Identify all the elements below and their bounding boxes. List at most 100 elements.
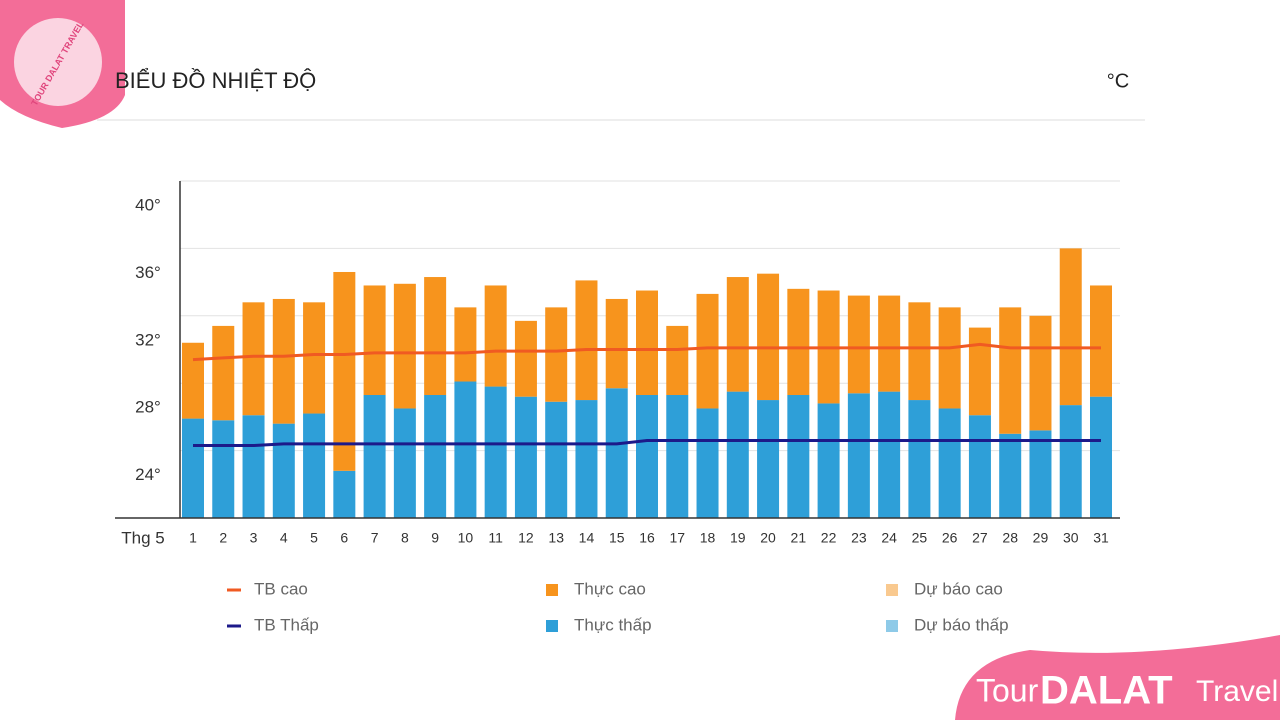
bar <box>757 273 780 401</box>
x-tick-label: 2 <box>219 530 227 546</box>
bar <box>938 408 961 518</box>
legend-label: Dự báo cao <box>914 579 1003 598</box>
x-tick-label: 21 <box>791 530 807 546</box>
bar <box>514 320 537 397</box>
x-tick-label: 7 <box>371 530 379 546</box>
bar <box>424 277 447 395</box>
bar <box>787 394 810 518</box>
bar <box>575 400 598 518</box>
bar <box>272 298 295 424</box>
bar <box>938 307 961 409</box>
legend-marker <box>546 584 558 596</box>
x-tick-label: 18 <box>700 530 716 546</box>
bar <box>393 408 416 518</box>
bar <box>968 327 991 416</box>
bar <box>484 386 507 518</box>
line <box>192 342 1101 362</box>
y-tick-label: 24° <box>135 465 161 484</box>
bar <box>999 307 1022 434</box>
x-tick-label: 11 <box>488 530 503 546</box>
bar <box>908 302 931 401</box>
bar <box>878 295 901 392</box>
plot: 24°28°32°36°40°1 2 3 4 5 6 7 8 9 10 11 12 13 14 15 16 17… <box>115 180 1120 634</box>
legend-label: Thực thấp <box>574 615 652 634</box>
bar <box>817 403 840 518</box>
x-tick-label: 24 <box>881 530 897 546</box>
bar <box>272 423 295 518</box>
x-tick-label: 23 <box>851 530 867 546</box>
bar <box>605 388 628 518</box>
legend-label: TB Thấp <box>254 615 319 634</box>
x-tick-label: 8 <box>401 530 409 546</box>
bar <box>242 415 265 518</box>
y-tick-label: 32° <box>135 330 161 349</box>
legend-marker <box>886 620 898 632</box>
brand-shape <box>955 635 1280 720</box>
bar <box>303 302 326 414</box>
x-tick-label: 16 <box>639 530 655 546</box>
line <box>193 438 1101 448</box>
bar <box>605 298 628 389</box>
bar <box>787 288 810 395</box>
y-tick-label: 36° <box>135 263 161 282</box>
bar <box>726 277 749 392</box>
bar <box>212 325 235 421</box>
bar <box>757 400 780 518</box>
legend-marker <box>886 584 898 596</box>
bar <box>696 408 719 518</box>
y-tick-label: 28° <box>135 398 161 417</box>
bar <box>1090 285 1112 397</box>
bar <box>333 271 356 471</box>
brand-travel: Travel <box>1196 675 1278 708</box>
bar <box>878 391 901 518</box>
bar <box>545 307 568 402</box>
x-tick-label: 28 <box>1002 530 1018 546</box>
x-tick-label: 27 <box>972 530 988 546</box>
x-tick-label: 6 <box>340 530 348 546</box>
x-axis-label: Thg 5 <box>121 528 164 547</box>
x-tick-label: 10 <box>458 530 474 546</box>
bar <box>182 342 204 419</box>
x-tick-label: 20 <box>760 530 776 546</box>
bar <box>182 418 204 518</box>
bar <box>303 413 326 518</box>
bar <box>514 396 537 518</box>
bar <box>847 393 870 518</box>
bar <box>968 415 991 518</box>
bar <box>1029 315 1052 431</box>
bar <box>242 302 265 416</box>
x-tick-label: 26 <box>942 530 958 546</box>
x-tick-label: 12 <box>518 530 534 546</box>
x-tick-label: 25 <box>912 530 928 546</box>
bar <box>666 394 689 518</box>
bar <box>999 433 1022 518</box>
bar <box>454 381 477 518</box>
x-tick-label: 14 <box>579 530 595 546</box>
x-tick-label: 19 <box>730 530 746 546</box>
legend-marker <box>546 620 558 632</box>
brand-tour: Tour <box>976 672 1039 708</box>
x-tick-label: 13 <box>548 530 564 546</box>
legend-label: Thực cao <box>574 579 646 598</box>
bar <box>1029 430 1052 518</box>
bar <box>847 295 870 394</box>
x-tick-label: 22 <box>821 530 837 546</box>
bar <box>696 293 719 409</box>
y-tick-label: 40° <box>135 195 161 214</box>
bar <box>484 285 507 387</box>
chart-title: BIỂU ĐỒ NHIỆT ĐỘ <box>115 68 316 93</box>
bar <box>363 285 386 395</box>
x-tick-label: 31 <box>1093 530 1109 546</box>
x-tick-label: 17 <box>669 530 685 546</box>
brand-dalat: DALAT <box>1040 669 1173 713</box>
bar <box>424 394 447 518</box>
x-tick-label: 5 <box>310 530 318 546</box>
bar <box>333 470 356 518</box>
x-tick-label: 15 <box>609 530 625 546</box>
bar <box>212 420 235 518</box>
x-tick-label: 30 <box>1063 530 1079 546</box>
bar <box>545 401 568 518</box>
bar <box>454 307 477 382</box>
bar <box>726 391 749 518</box>
